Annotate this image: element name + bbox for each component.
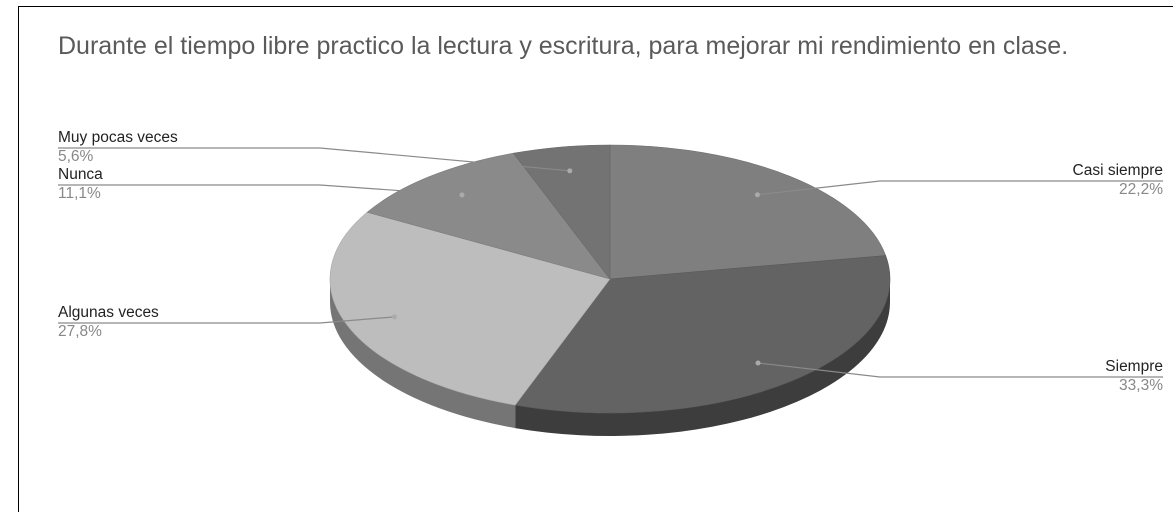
slice-value-label: 33,3% xyxy=(1119,377,1163,394)
slice-label: Nunca xyxy=(58,166,103,183)
slice-side xyxy=(330,279,516,429)
slice-label: Siempre xyxy=(1105,358,1163,375)
frame xyxy=(18,6,1173,512)
slice xyxy=(366,152,611,280)
leader-line xyxy=(757,180,1163,196)
leader-dot xyxy=(459,192,465,198)
slice-value-label: 11,1% xyxy=(58,185,101,202)
chart-title: Durante el tiempo libre practico la lect… xyxy=(58,32,1069,60)
slice-label: Casi siempre xyxy=(1073,162,1163,179)
leader-dot xyxy=(754,192,760,198)
slice xyxy=(609,144,887,280)
slice-value-label: 22,2% xyxy=(1119,181,1163,198)
leader-dot xyxy=(567,168,573,174)
leader-line xyxy=(58,316,395,324)
slice-value-label: 5,6% xyxy=(58,148,94,165)
leader-line xyxy=(58,184,463,196)
leader-line xyxy=(757,362,1163,378)
leader-dot xyxy=(755,360,761,366)
slice-side xyxy=(515,279,890,436)
leader-dot xyxy=(391,314,397,320)
slice xyxy=(514,255,891,414)
slice-label: Algunas veces xyxy=(58,304,159,321)
slice xyxy=(512,144,611,280)
slice xyxy=(329,211,611,406)
leader-line xyxy=(58,147,570,172)
slice-value-label: 27,8% xyxy=(58,323,102,340)
slice-label: Muy pocas veces xyxy=(58,129,178,146)
